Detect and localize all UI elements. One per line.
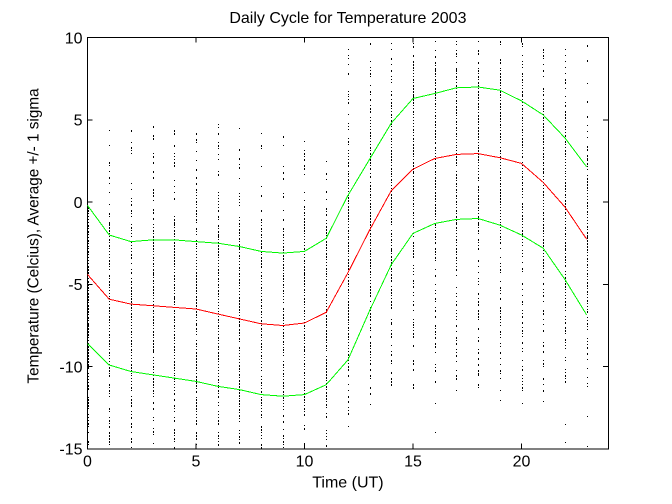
svg-text:10: 10 bbox=[296, 454, 314, 471]
svg-text:Time (UT): Time (UT) bbox=[312, 474, 383, 491]
svg-text:0: 0 bbox=[74, 195, 83, 212]
svg-text:20: 20 bbox=[513, 454, 531, 471]
svg-text:-15: -15 bbox=[59, 442, 82, 459]
svg-text:-10: -10 bbox=[59, 359, 82, 376]
svg-text:-5: -5 bbox=[68, 277, 82, 294]
svg-text:5: 5 bbox=[74, 113, 83, 130]
svg-text:Daily Cycle for Temperature 20: Daily Cycle for Temperature 2003 bbox=[229, 10, 466, 27]
svg-text:10: 10 bbox=[65, 30, 83, 47]
svg-text:15: 15 bbox=[404, 454, 422, 471]
svg-text:Temperature (Celcius), Average: Temperature (Celcius), Average +/- 1 sig… bbox=[26, 88, 43, 384]
svg-text:0: 0 bbox=[83, 454, 92, 471]
svg-text:5: 5 bbox=[192, 454, 201, 471]
